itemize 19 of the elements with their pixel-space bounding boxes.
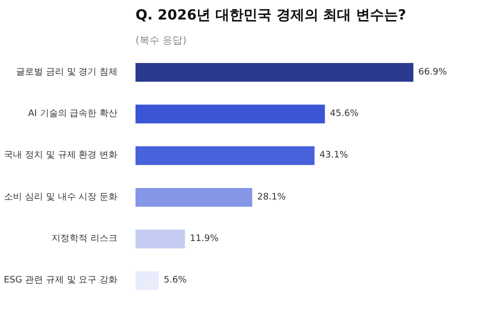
y-tick-label: 지정학적 리스크 [52, 234, 118, 244]
bar [136, 62, 414, 82]
data-label: 5.6% [164, 276, 188, 286]
bar [136, 230, 185, 248]
chart-title: Q. 2026년 대한민국 경제의 최대 변수는? [136, 8, 406, 24]
data-label: 11.9% [190, 234, 219, 244]
bar [136, 146, 315, 166]
y-tick-label: 소비 심리 및 내수 시장 둔화 [4, 192, 118, 202]
y-tick-label: ESG 관련 규제 및 요구 강화 [4, 276, 118, 286]
data-label: 43.1% [320, 150, 349, 161]
data-label: 28.1% [257, 192, 286, 202]
data-label: 45.6% [330, 109, 359, 119]
bar [136, 188, 252, 207]
y-tick-label: AI 기술의 급속한 확산 [28, 109, 118, 119]
bar [136, 104, 325, 124]
chart-subtitle: (복수 응답) [136, 36, 187, 46]
data-label: 66.9% [418, 67, 448, 78]
y-tick-label: 글로벌 금리 및 경기 침체 [16, 67, 118, 78]
y-tick-label: 국내 정치 및 규제 환경 변화 [4, 150, 118, 161]
